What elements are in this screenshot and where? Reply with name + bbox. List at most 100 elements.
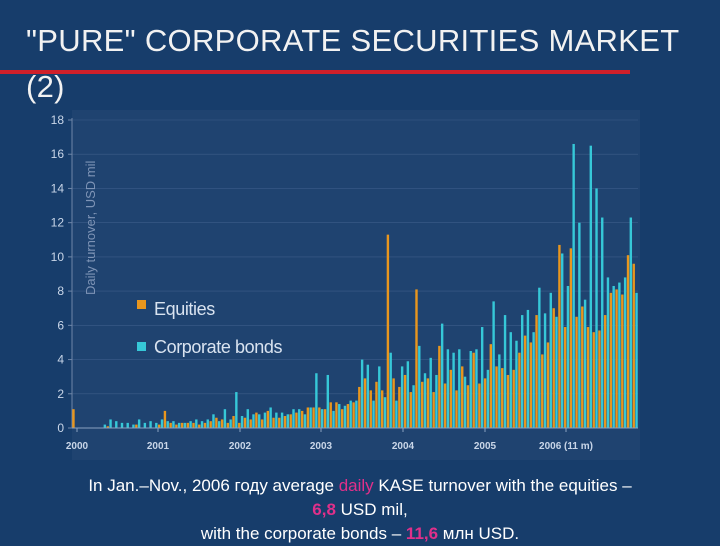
bar-equities	[586, 327, 590, 428]
bar-corporate-bonds	[349, 400, 352, 428]
bar-corporate-bonds	[458, 349, 461, 428]
bar-corporate-bonds	[589, 145, 592, 429]
bar-equities	[609, 292, 613, 428]
bar-corporate-bonds	[155, 422, 158, 428]
bar-equities	[541, 354, 544, 428]
bar-equities	[180, 422, 184, 428]
bar-corporate-bonds	[435, 374, 438, 428]
caption-text: with the corporate bonds –	[200, 524, 406, 543]
bar-equities	[398, 386, 401, 428]
bar-equities	[483, 378, 487, 428]
y-tick-label: 8	[57, 284, 64, 298]
bar-corporate-bonds	[532, 332, 535, 428]
bar-equities	[283, 416, 287, 428]
bar-corporate-bonds	[326, 374, 330, 428]
bar-equities	[432, 392, 435, 428]
bar-corporate-bonds	[521, 315, 524, 428]
bar-corporate-bonds	[120, 422, 124, 428]
bar-corporate-bonds	[166, 421, 169, 428]
bar-corporate-bonds	[212, 414, 215, 428]
bar-corporate-bonds	[309, 407, 312, 428]
summary-caption: In Jan.–Nov., 2006 году average daily KA…	[0, 474, 720, 546]
gridlines	[72, 119, 638, 395]
equities-average-value: 6,8	[312, 500, 336, 519]
bar-equities	[249, 419, 252, 428]
y-tick-label: 18	[51, 113, 65, 127]
bar-equities	[386, 234, 390, 428]
bar-corporate-bonds	[263, 412, 267, 428]
bar-equities	[346, 404, 350, 428]
bar-corporate-bonds	[503, 315, 507, 428]
caption-text: USD mil,	[335, 500, 408, 519]
bar-corporate-bonds	[303, 414, 307, 428]
bar-equities	[501, 368, 504, 428]
bar-equities	[403, 374, 407, 428]
bar-corporate-bonds	[315, 373, 318, 428]
bar-equities	[495, 366, 498, 428]
legend-swatch-bonds	[137, 342, 146, 351]
bar-equities	[203, 422, 207, 428]
bar-equities	[158, 424, 161, 428]
bar-corporate-bonds	[240, 416, 244, 428]
bar-equities	[438, 345, 441, 428]
bar-corporate-bonds	[475, 349, 478, 428]
bar-equities	[255, 412, 258, 428]
bar-corporate-bonds	[217, 421, 221, 428]
bar-corporate-bonds	[378, 366, 381, 428]
bar-equities	[478, 383, 481, 428]
legend: Equities Corporate bonds	[137, 299, 283, 357]
bar-equities	[592, 332, 595, 428]
bar-equities	[358, 386, 361, 428]
bar-equities	[603, 315, 607, 428]
bar-corporate-bonds	[258, 414, 261, 428]
bar-equities	[598, 330, 601, 428]
bar-equities	[455, 390, 458, 428]
bar-equities	[323, 409, 327, 428]
y-tick-label: 12	[51, 216, 65, 230]
caption-line-1: In Jan.–Nov., 2006 году average daily KA…	[0, 474, 720, 498]
bar-equities	[272, 417, 275, 428]
bar-equities	[392, 378, 395, 428]
x-axis: 2000 2001 2002 2003 2004 2005 2006 (11 m)	[66, 427, 638, 452]
bar-corporate-bonds	[480, 327, 484, 428]
bar-equities	[266, 410, 270, 428]
bar-corporate-bonds	[149, 421, 152, 428]
bar-corporate-bonds	[423, 373, 427, 428]
bar-equities	[529, 342, 533, 428]
legend-swatch-equities	[137, 300, 146, 309]
bar-corporate-bonds	[549, 292, 552, 428]
bar-equities	[466, 385, 470, 428]
bar-equities	[523, 335, 527, 428]
bar-equities	[306, 407, 310, 428]
x-tick-label: 2004	[392, 441, 415, 452]
bar-corporate-bonds	[280, 412, 284, 428]
bar-equities	[632, 263, 635, 428]
bar-corporate-bonds	[469, 351, 472, 428]
bar-equities	[518, 352, 521, 428]
y-tick-label: 16	[51, 147, 65, 161]
bar-equities	[186, 422, 189, 428]
y-axis-label: Daily turnover, USD mil	[83, 161, 98, 295]
x-tick-label: 2000	[66, 441, 89, 452]
bar-equities	[546, 342, 550, 428]
bar-corporate-bonds	[360, 359, 364, 428]
bar-corporate-bonds	[137, 419, 141, 428]
bar-corporate-bonds	[583, 299, 587, 428]
bar-corporate-bonds	[292, 409, 295, 428]
bar-corporate-bonds	[183, 422, 187, 428]
bar-equities	[380, 390, 384, 428]
bar-equities	[512, 369, 515, 428]
title-underline	[0, 70, 630, 74]
y-tick-label: 10	[51, 250, 65, 264]
bar-corporate-bonds	[629, 217, 633, 428]
bar-equities	[489, 344, 493, 428]
bar-corporate-bonds	[298, 409, 301, 428]
bar-corporate-bonds	[320, 409, 324, 428]
y-tick-label: 2	[57, 387, 64, 401]
x-tick-label: 2003	[310, 441, 333, 452]
legend-label-bonds: Corporate bonds	[154, 337, 282, 357]
bar-equities	[289, 414, 292, 428]
bar-corporate-bonds	[446, 349, 450, 428]
bar-corporate-bonds	[595, 188, 598, 428]
caption-line-3: with the corporate bonds – 11,6 млн USD.	[0, 522, 720, 546]
